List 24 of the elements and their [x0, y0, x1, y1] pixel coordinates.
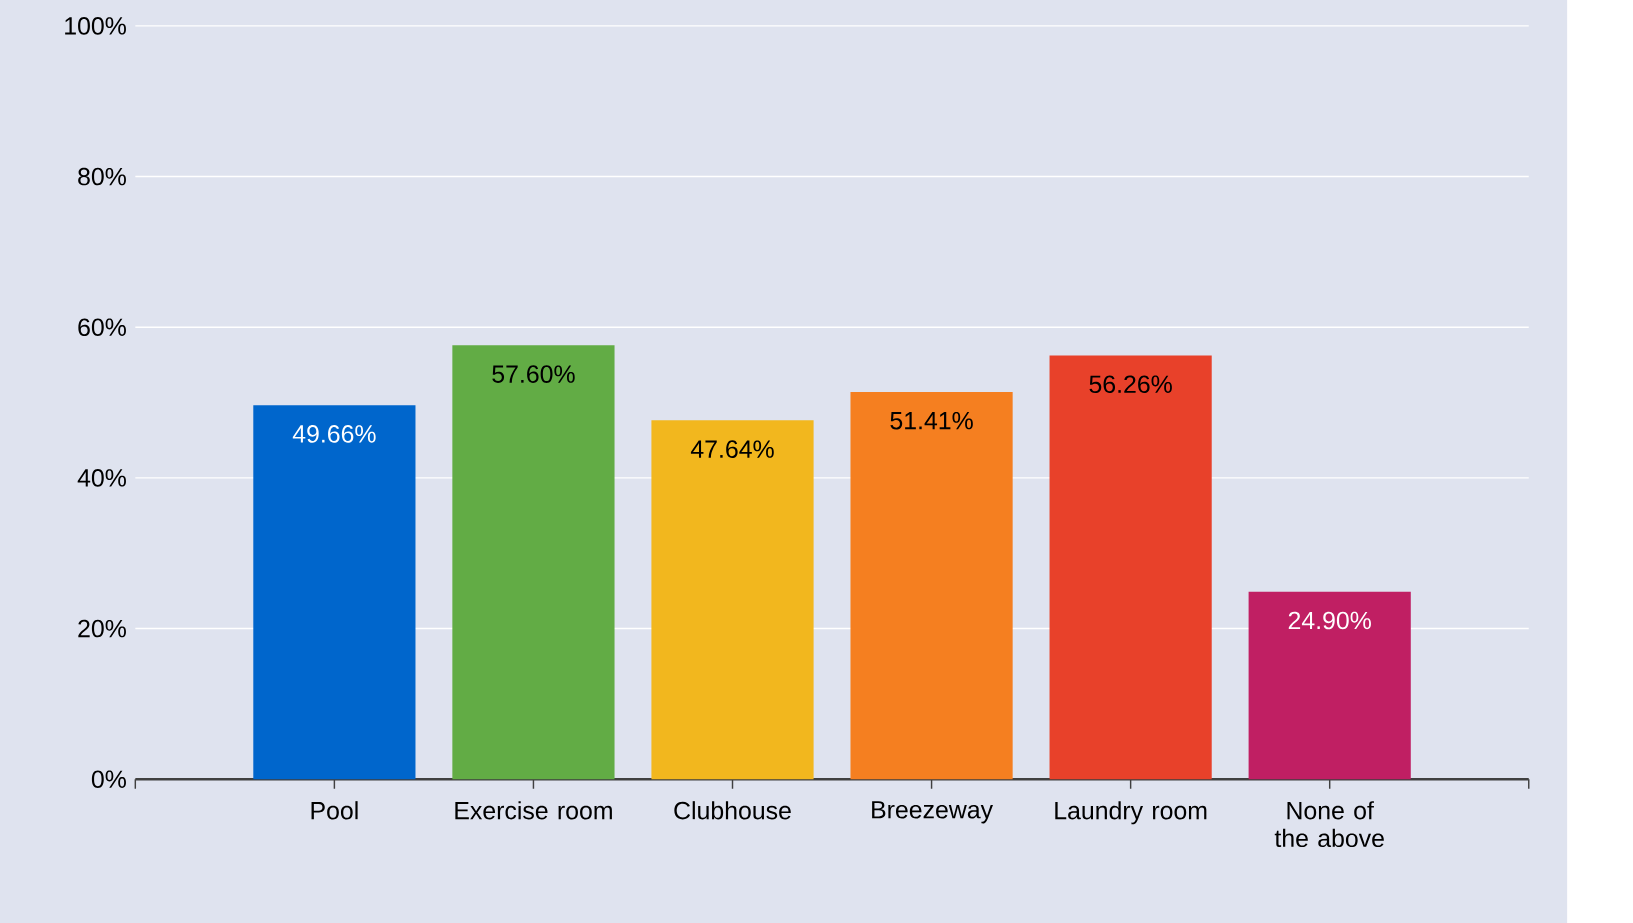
data-label: 47.64%	[690, 440, 774, 458]
data-label: 24.90%	[1288, 611, 1371, 630]
bar	[253, 405, 416, 780]
bar	[1248, 591, 1411, 780]
x-tick-label: None of the above	[1274, 801, 1384, 848]
x-tick-label: Clubhouse	[674, 801, 791, 820]
x-tick-label: Pool	[311, 801, 358, 820]
x-tick-label: Breezeway	[872, 801, 993, 824]
y-tick-label: 60%	[78, 318, 126, 336]
bar	[850, 391, 1013, 780]
x-tick-label: Laundry room	[1055, 801, 1207, 825]
data-label: 49.66%	[292, 425, 376, 443]
data-label: 57.60%	[492, 365, 575, 383]
x-tick-label: Exercise room	[455, 801, 612, 820]
data-label: 56.26%	[1089, 375, 1172, 393]
data-label: 51.41%	[890, 411, 973, 430]
y-tick-label: 80%	[78, 167, 126, 186]
bar	[651, 420, 814, 780]
y-tick-label: 100%	[65, 17, 126, 35]
y-tick-label: 0%	[91, 770, 126, 788]
y-tick-label: 20%	[78, 619, 126, 638]
bar	[452, 345, 615, 780]
y-tick-label: 40%	[77, 469, 126, 487]
bar	[1049, 355, 1212, 780]
